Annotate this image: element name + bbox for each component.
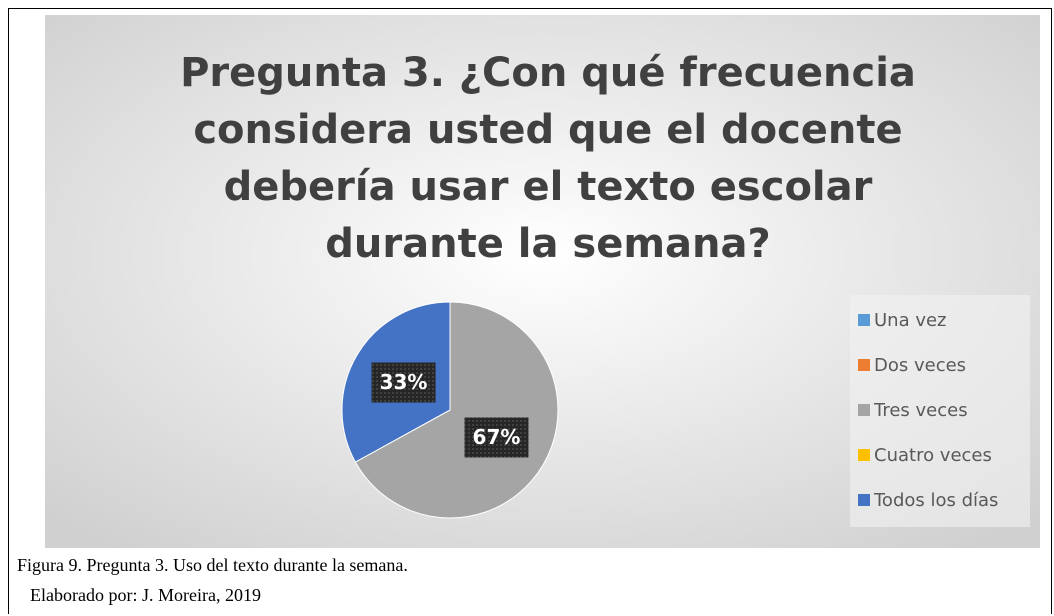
legend-label: Tres veces [873,400,968,421]
caption: Figura 9. Pregunta 3. Uso del texto dura… [17,555,408,575]
legend-box [850,295,1030,527]
caption: Elaborado por: J. Moreira, 2019 [30,585,261,605]
legend-swatch [858,404,870,416]
legend-label: Una vez [874,310,947,331]
legend-swatch [858,449,870,461]
chart-title: Pregunta 3. ¿Con qué frecuencia consider… [180,50,916,267]
legend-swatch [858,314,870,326]
legend-swatch [858,494,870,506]
data-label: 33% [380,370,428,394]
data-label: 67% [473,425,521,449]
legend-label: Dos veces [874,355,966,376]
legend-label: Cuatro veces [874,445,992,466]
pie-slice [354,301,559,519]
legend-swatch [858,359,870,371]
figure-frame [8,8,1052,614]
data-label-box [371,362,436,403]
data-label-box [464,417,529,458]
legend-label: Todos los días [873,490,998,511]
